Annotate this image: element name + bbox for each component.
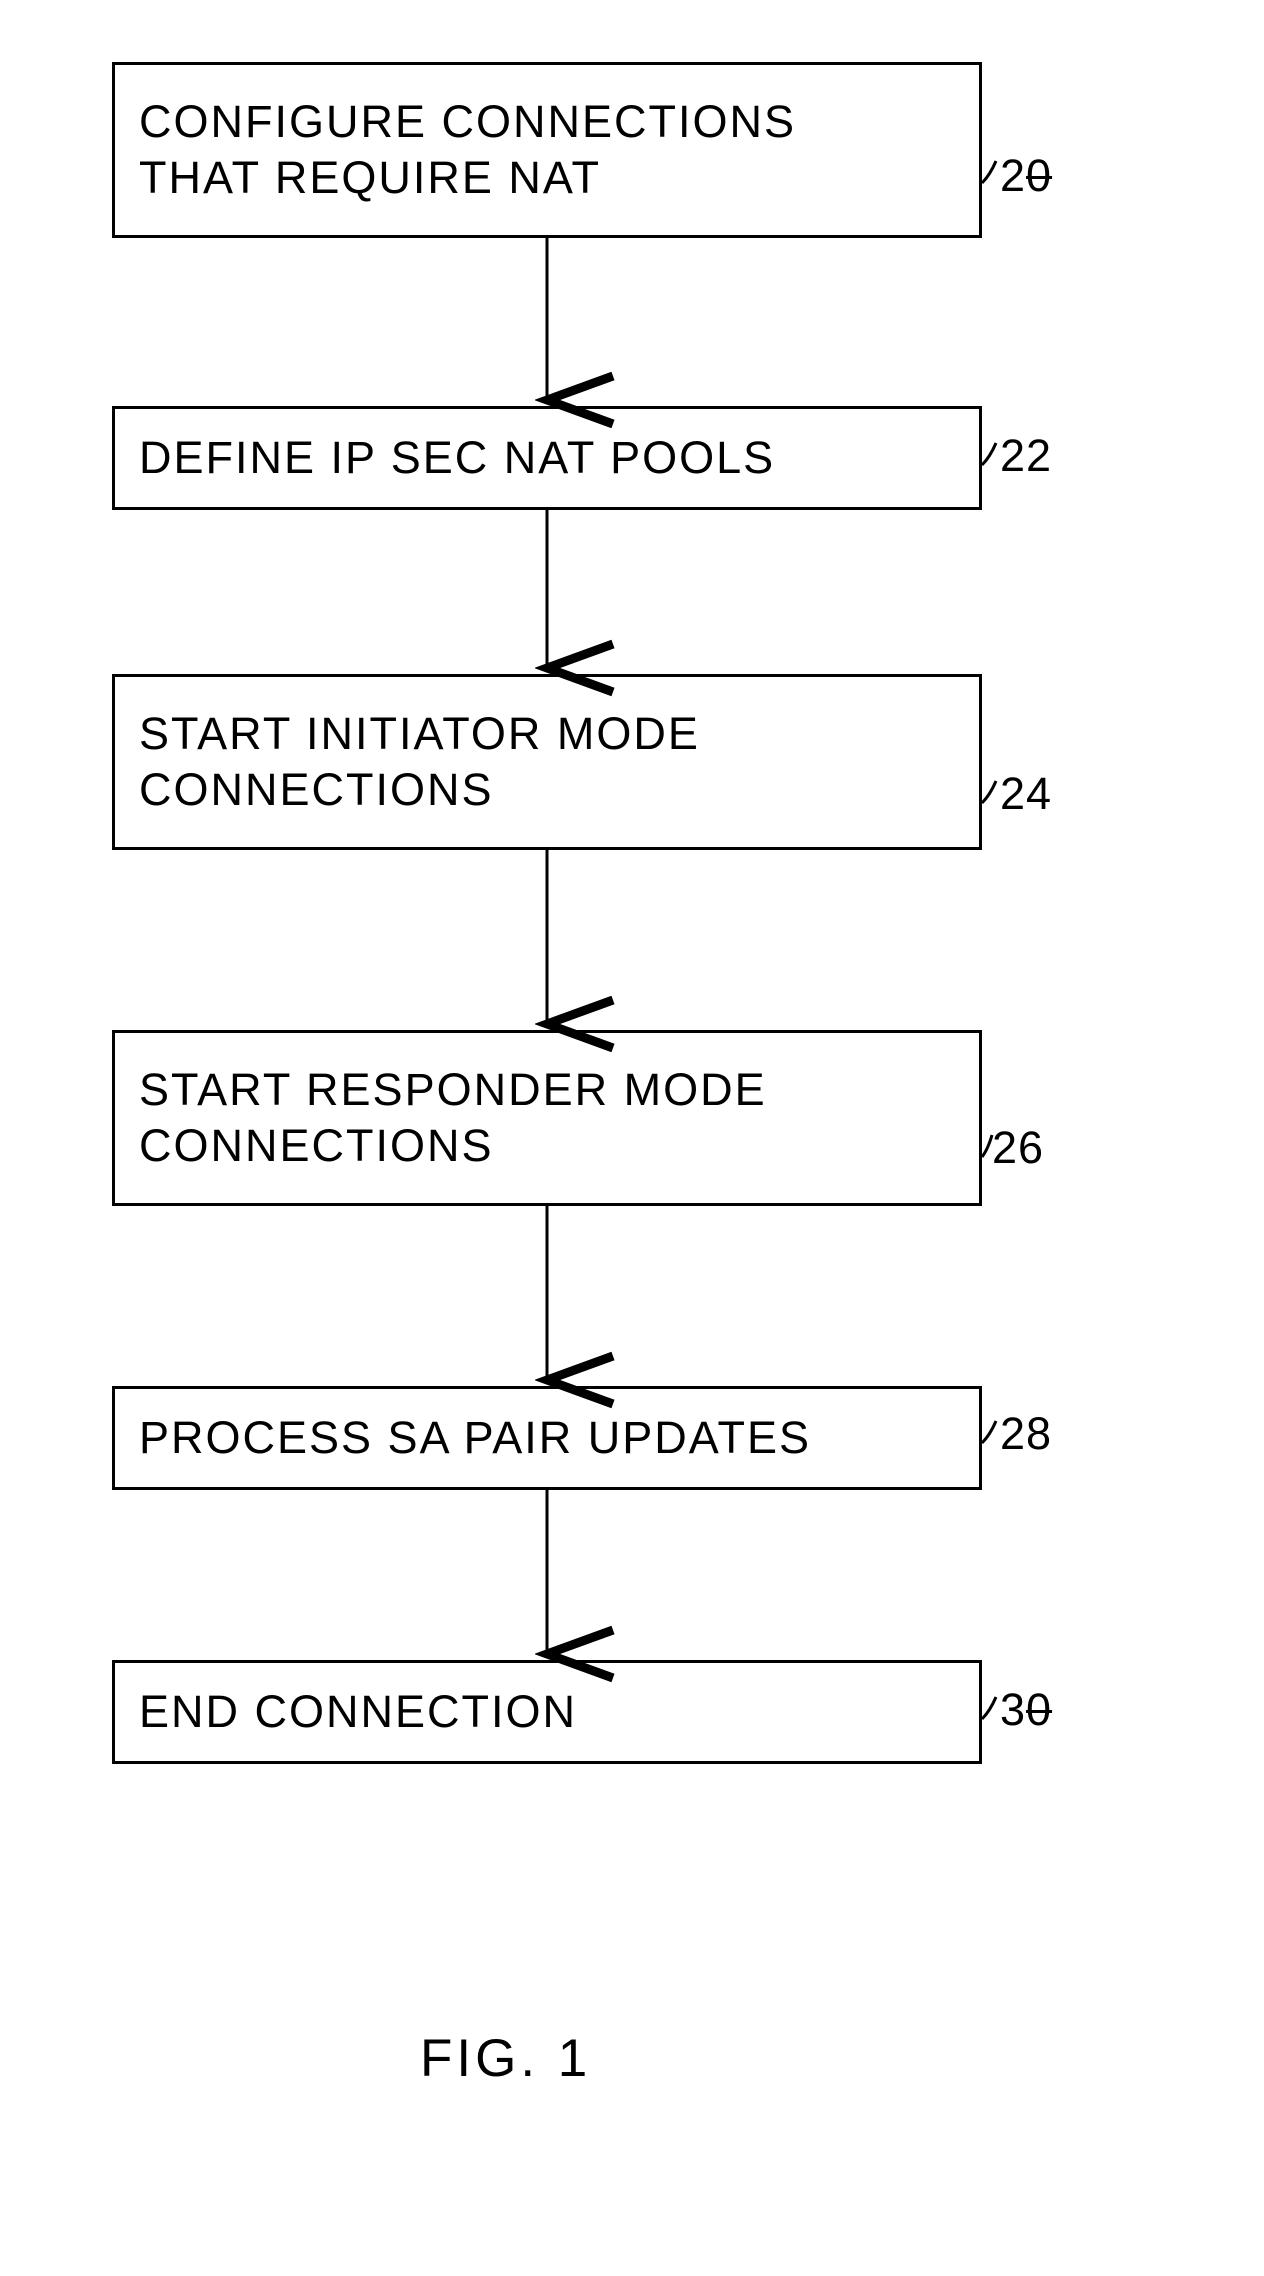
- ref-tick-26: [982, 1135, 992, 1157]
- flow-node-28-line1: PROCESS SA PAIR UPDATES: [139, 1410, 811, 1466]
- ref-26-d1: 2: [992, 1122, 1018, 1173]
- ref-label-20: 20: [1000, 150, 1052, 202]
- ref-30-zero: 0: [1026, 1684, 1052, 1735]
- ref-22-d2: 2: [1026, 430, 1052, 481]
- ref-tick-24: [982, 781, 996, 803]
- flow-node-24: START INITIATOR MODE CONNECTIONS: [112, 674, 982, 850]
- flow-node-30: END CONNECTION: [112, 1660, 982, 1764]
- ref-30-d1: 3: [1000, 1684, 1026, 1735]
- flow-node-26-line2: CONNECTIONS: [139, 1118, 767, 1174]
- flow-node-22: DEFINE IP SEC NAT POOLS: [112, 406, 982, 510]
- ref-tick-28: [982, 1421, 996, 1443]
- ref-label-22: 22: [1000, 430, 1052, 482]
- ref-20-zero: 0: [1026, 150, 1052, 201]
- ref-26-d2: 6: [1018, 1122, 1044, 1173]
- ref-22-d1: 2: [1000, 430, 1026, 481]
- flow-node-24-line1: START INITIATOR MODE: [139, 706, 700, 762]
- ref-label-26: 26: [992, 1122, 1044, 1174]
- flow-node-30-line1: END CONNECTION: [139, 1684, 577, 1740]
- ref-tick-30: [982, 1697, 996, 1719]
- ref-28-d2: 8: [1026, 1408, 1052, 1459]
- figure-caption: FIG. 1: [420, 2028, 591, 2089]
- flow-node-24-line2: CONNECTIONS: [139, 762, 700, 818]
- ref-label-28: 28: [1000, 1408, 1052, 1460]
- ref-20-d1: 2: [1000, 150, 1026, 201]
- flow-node-22-line1: DEFINE IP SEC NAT POOLS: [139, 430, 775, 486]
- ref-label-24: 24: [1000, 768, 1052, 820]
- ref-24-d2: 4: [1026, 768, 1052, 819]
- ref-tick-20: [982, 161, 996, 183]
- flow-node-28: PROCESS SA PAIR UPDATES: [112, 1386, 982, 1490]
- flow-node-26-line1: START RESPONDER MODE: [139, 1062, 767, 1118]
- figure-caption-text: FIG. 1: [420, 2029, 591, 2088]
- ref-tick-22: [982, 443, 996, 465]
- ref-label-30: 30: [1000, 1684, 1052, 1736]
- flow-node-20-line1: CONFIGURE CONNECTIONS: [139, 94, 796, 150]
- ref-24-d1: 2: [1000, 768, 1026, 819]
- flow-node-20-line2: THAT REQUIRE NAT: [139, 150, 796, 206]
- flowchart-canvas: CONFIGURE CONNECTIONS THAT REQUIRE NAT D…: [0, 0, 1264, 2276]
- flow-node-20: CONFIGURE CONNECTIONS THAT REQUIRE NAT: [112, 62, 982, 238]
- flow-node-26: START RESPONDER MODE CONNECTIONS: [112, 1030, 982, 1206]
- ref-28-d1: 2: [1000, 1408, 1026, 1459]
